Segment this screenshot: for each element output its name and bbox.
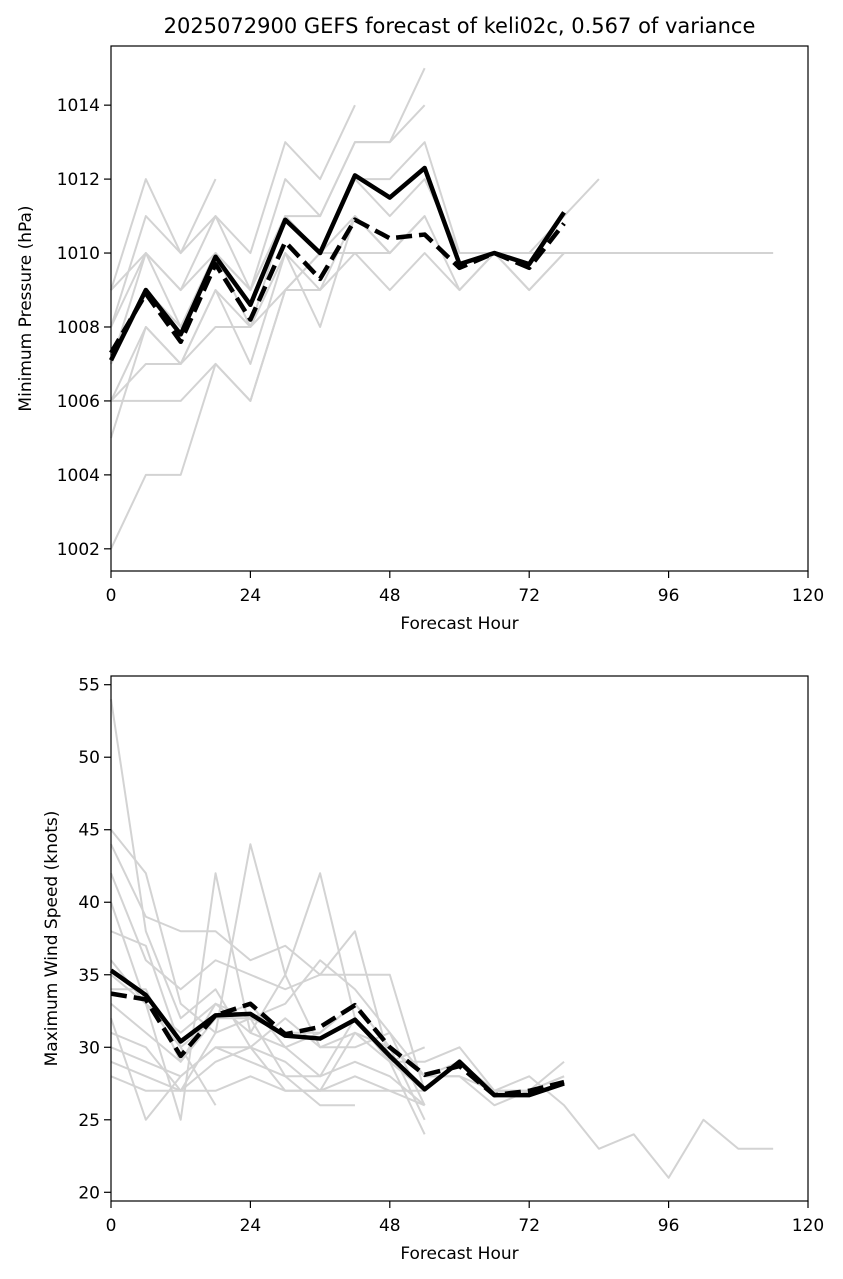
wind-x-tick-label: 96: [658, 1216, 680, 1236]
wind-x-tick-label: 0: [106, 1216, 117, 1236]
chart-title: 2025072900 GEFS forecast of keli02c, 0.5…: [164, 14, 756, 38]
pressure-member-line-2: [110, 178, 217, 328]
wind-x-tick-label: 24: [240, 1216, 262, 1236]
pressure-member-line-7: [110, 215, 565, 402]
wind-y-tick-label: 25: [78, 1111, 100, 1131]
pressure-x-tick-label: 24: [240, 586, 262, 606]
wind-y-tick-label: 30: [78, 1038, 100, 1058]
wind-y-tick-label: 55: [78, 676, 100, 696]
wind-member-line-7: [110, 959, 774, 1179]
wind-y-tick-label: 40: [78, 893, 100, 913]
wind-member-line-9: [111, 988, 565, 1107]
pressure-dashed-line: [109, 217, 566, 355]
pressure-member-line-5: [110, 141, 600, 328]
wind-member-line-13: [110, 1046, 355, 1107]
pressure-y-axis-label: Minimum Pressure (hPa): [16, 205, 36, 411]
pressure-x-axis-label: Forecast Hour: [400, 614, 518, 634]
wind-y-tick-label: 50: [78, 748, 100, 768]
wind-x-ticks: 0 24 48 72 96 120: [106, 1201, 824, 1236]
wind-y-tick-label: 35: [78, 966, 100, 986]
wind-highlight-lines: [109, 968, 565, 1098]
wind-x-axis-label: Forecast Hour: [400, 1244, 518, 1264]
pressure-y-tick-label: 1002: [57, 540, 100, 560]
wind-member-lines: [110, 699, 774, 1179]
wind-plot-frame: [110, 675, 809, 1202]
wind-member-line-1: [110, 699, 565, 1092]
pressure-plot-frame: [110, 45, 809, 572]
pressure-y-tick-label: 1014: [57, 96, 100, 116]
wind-x-tick-label: 48: [379, 1216, 401, 1236]
wind-y-ticks: 20 25 30 35 40 45 50 55: [78, 676, 111, 1203]
pressure-panel: 2025072900 GEFS forecast of keli02c, 0.5…: [16, 14, 824, 634]
pressure-solid-line: [108, 165, 566, 362]
pressure-member-line-11: [110, 215, 426, 550]
wind-member-line-14: [110, 1017, 426, 1107]
pressure-x-tick-label: 72: [518, 586, 540, 606]
pressure-y-tick-label: 1010: [57, 244, 100, 264]
pressure-member-line-1: [110, 104, 356, 291]
wind-member-line-15: [110, 1075, 426, 1107]
pressure-y-tick-label: 1012: [57, 170, 100, 190]
pressure-y-tick-label: 1004: [57, 466, 100, 486]
pressure-x-tick-label: 0: [106, 586, 117, 606]
pressure-x-tick-label: 96: [658, 586, 680, 606]
pressure-y-tick-label: 1006: [57, 392, 100, 412]
pressure-y-tick-label: 1008: [57, 318, 100, 338]
pressure-member-line-8: [110, 215, 426, 439]
wind-member-line-8: [110, 973, 565, 1092]
wind-dashed-line: [110, 991, 565, 1098]
pressure-member-line-9: [110, 252, 565, 402]
wind-x-tick-label: 72: [518, 1216, 540, 1236]
pressure-x-tick-label: 120: [792, 586, 824, 606]
wind-y-tick-label: 20: [78, 1183, 100, 1203]
wind-y-tick-label: 45: [78, 821, 100, 841]
pressure-y-ticks: 1002 1004 1006 1008 1010 1012 1014: [57, 96, 111, 560]
wind-x-tick-label: 120: [792, 1216, 824, 1236]
pressure-x-ticks: 0 24 48 72 96 120: [106, 571, 824, 606]
wind-member-line-3: [110, 843, 426, 1063]
pressure-x-tick-label: 48: [379, 586, 401, 606]
wind-y-axis-label: Maximum Wind Speed (knots): [42, 811, 62, 1067]
wind-panel: 0 24 48 72 96 120 20 25 30 35 40 45 50 55 Forecast H…: [42, 675, 824, 1264]
wind-member-line-4: [110, 872, 426, 1092]
pressure-member-lines: [110, 67, 774, 550]
pressure-highlight-lines: [108, 165, 566, 362]
